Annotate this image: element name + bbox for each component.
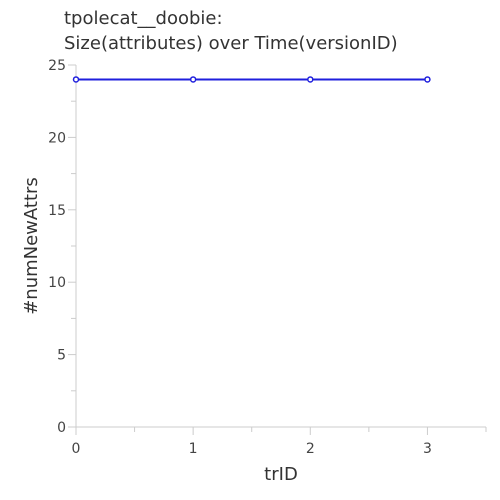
ticks: 0 5 10 15 20 25 0 1 2 3 <box>48 58 487 457</box>
x-axis-label: trID <box>264 464 298 485</box>
x-tick-label: 0 <box>72 441 81 457</box>
y-tick-label: 15 <box>48 203 66 219</box>
data-point <box>189 76 197 83</box>
data-point <box>424 76 431 83</box>
data-point <box>72 76 80 83</box>
chart-title-line-1: tpolecat__doobie: <box>64 8 223 29</box>
x-tick-label: 3 <box>423 441 432 457</box>
y-axis-label: #numNewAttrs <box>21 177 42 315</box>
y-tick-label: 5 <box>57 348 66 364</box>
y-tick-label: 0 <box>57 420 66 436</box>
y-tick-label: 25 <box>48 58 66 74</box>
y-tick-label: 10 <box>48 275 66 291</box>
series-group <box>72 76 431 83</box>
y-tick-label: 20 <box>48 130 66 146</box>
chart-title-line-2: Size(attributes) over Time(versionID) <box>64 33 398 54</box>
x-tick-label: 2 <box>306 441 315 457</box>
x-tick-label: 1 <box>189 441 198 457</box>
axes <box>75 65 486 428</box>
data-point <box>307 76 314 83</box>
